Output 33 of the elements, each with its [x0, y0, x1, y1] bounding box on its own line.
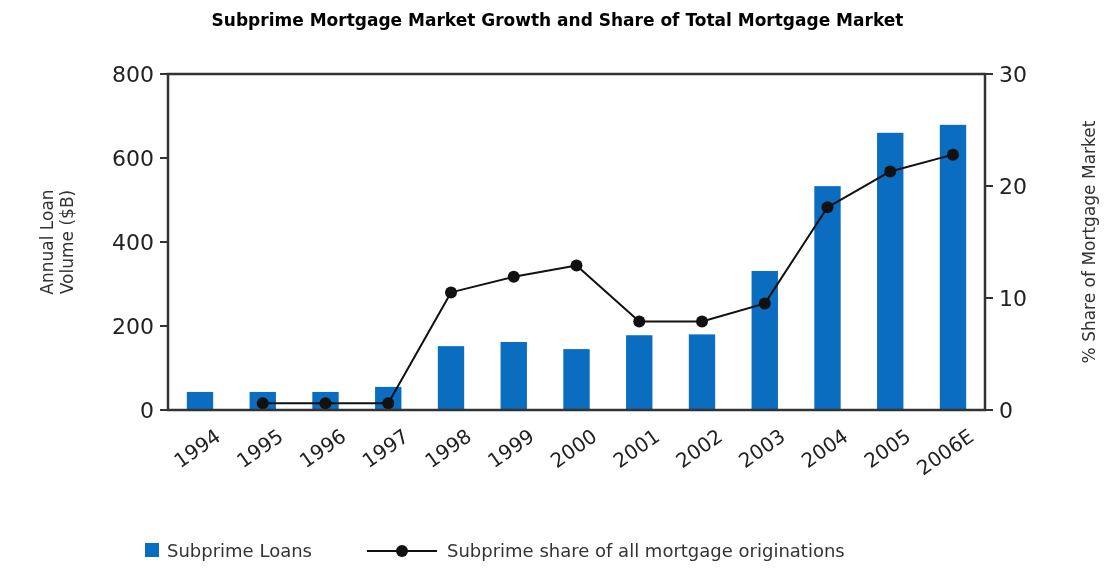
y-tick-label: 600: [112, 145, 154, 171]
point: [758, 297, 771, 310]
point: [696, 315, 708, 328]
legend-label: Subprime Loans: [167, 540, 312, 562]
bar: [626, 335, 653, 410]
point: [445, 286, 457, 299]
bar: [563, 349, 590, 410]
y2-tick-label: 0: [999, 397, 1013, 423]
bar: [186, 391, 214, 410]
bar: [437, 346, 465, 410]
legend-label: Subprime share of all mortgage originations: [447, 540, 845, 562]
point: [570, 259, 583, 272]
y-tick-label: 400: [112, 229, 154, 255]
point: [821, 201, 834, 214]
bar: [877, 132, 904, 410]
bar: [814, 186, 841, 410]
bar: [939, 124, 967, 410]
bar: [688, 334, 716, 410]
point: [507, 270, 520, 283]
y-axis-title: Annual Loan Volume ($B): [36, 189, 78, 295]
y2-tick-label: 10: [999, 285, 1027, 311]
point: [947, 148, 959, 161]
y2-axis-title: % Share of Mortgage Market: [1079, 120, 1099, 364]
point: [633, 315, 646, 328]
bar: [500, 341, 527, 410]
bar: [751, 270, 778, 410]
y2-tick-label: 30: [999, 61, 1027, 87]
y2-tick-label: 20: [999, 173, 1027, 199]
y-tick-label: 800: [112, 61, 154, 87]
y-tick-label: 200: [112, 313, 154, 339]
y-tick-label: 0: [140, 397, 154, 423]
chart-title: Subprime Mortgage Market Growth and Share of Total Mortgage Market: [211, 10, 904, 30]
point: [884, 165, 897, 178]
